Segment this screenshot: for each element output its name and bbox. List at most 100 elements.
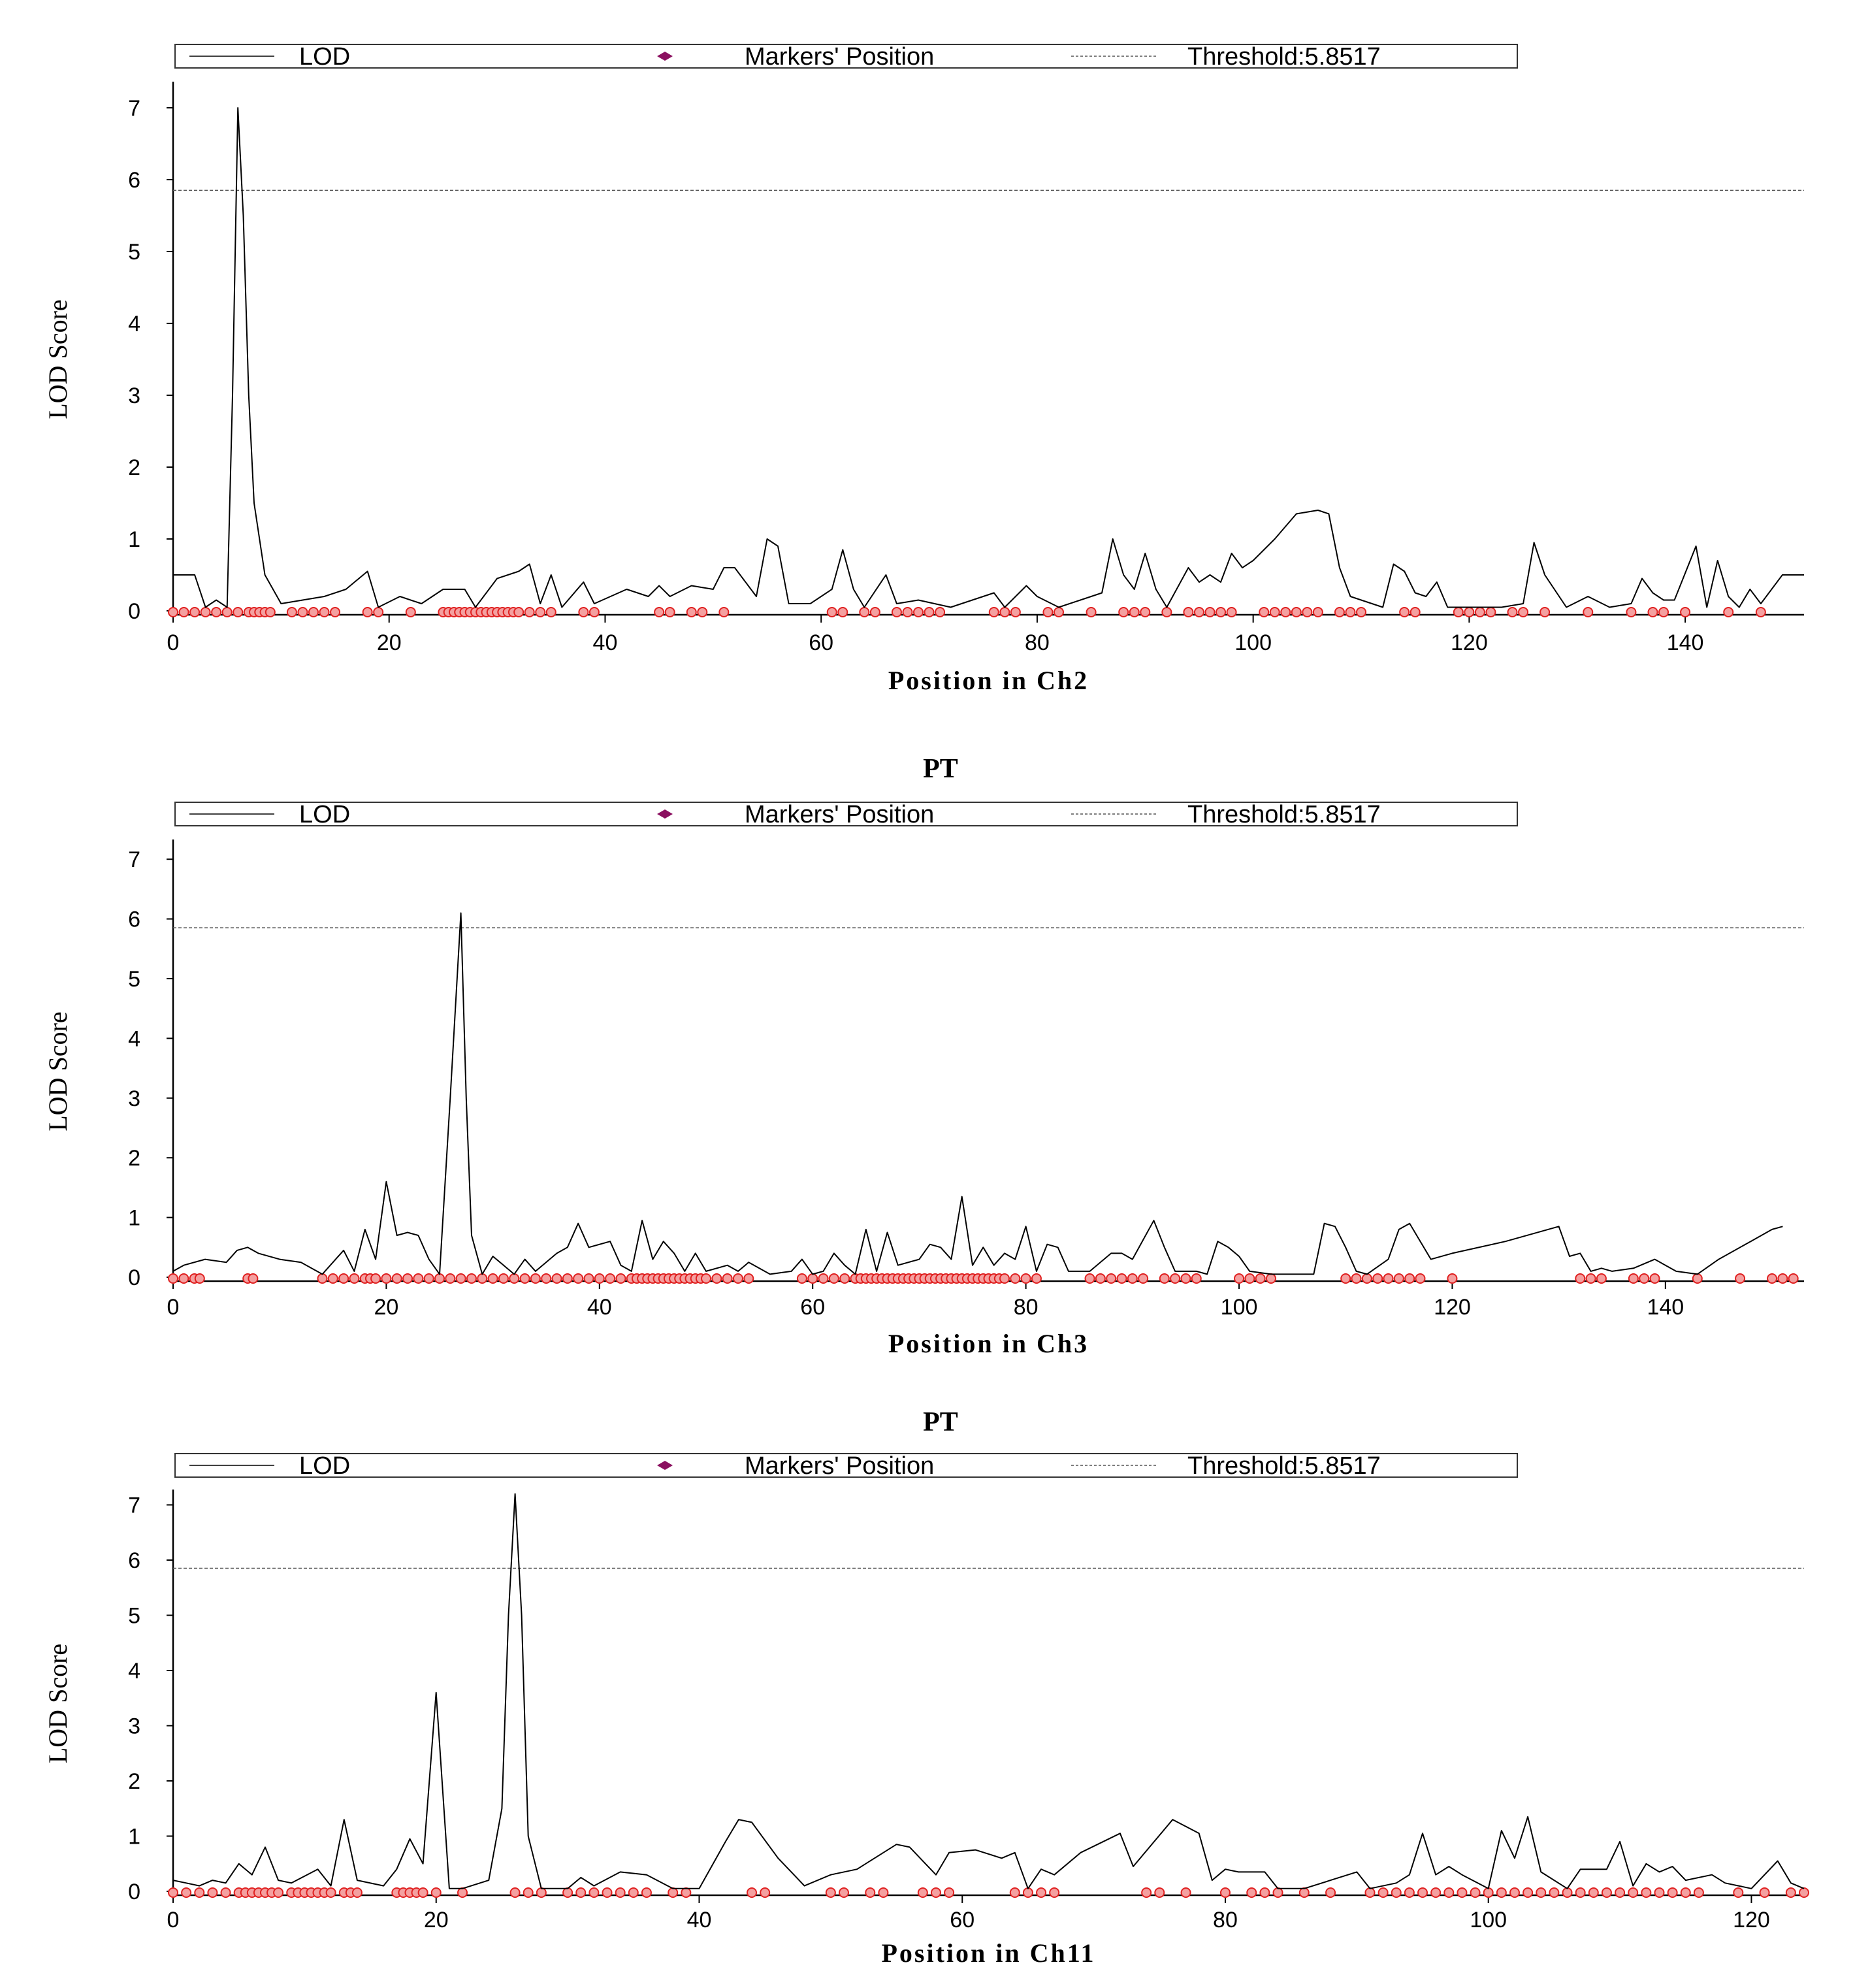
- marker-point: [1364, 1887, 1376, 1898]
- marker-point: [1649, 1273, 1660, 1284]
- marker-point: [1453, 607, 1464, 617]
- marker-point: [578, 607, 589, 617]
- marker-point: [1180, 1273, 1191, 1284]
- marker-point: [826, 607, 837, 617]
- marker-point: [1298, 1887, 1310, 1898]
- marker-point: [417, 1887, 428, 1898]
- marker-point: [524, 607, 535, 617]
- marker-point: [1053, 607, 1064, 617]
- marker-point: [878, 1887, 889, 1898]
- marker-point: [732, 1273, 743, 1284]
- marker-point: [1470, 1887, 1481, 1898]
- x-tick-label: 100: [1234, 630, 1272, 655]
- marker-point: [1399, 607, 1410, 617]
- y-tick-label: 1: [128, 527, 140, 552]
- x-tick-label: 120: [1733, 1908, 1770, 1932]
- marker-point: [796, 1273, 807, 1284]
- marker-point: [1036, 1887, 1047, 1898]
- marker-point: [297, 607, 308, 617]
- x-tick-label: 60: [809, 630, 833, 655]
- marker-point: [373, 607, 384, 617]
- marker-point: [509, 1887, 521, 1898]
- marker-point: [194, 1887, 205, 1898]
- marker-point: [828, 1273, 839, 1284]
- marker-point: [1417, 1887, 1428, 1898]
- marker-point: [1536, 1887, 1547, 1898]
- marker-point: [988, 607, 999, 617]
- marker-point: [1009, 1887, 1020, 1898]
- marker-point: [999, 1273, 1010, 1284]
- legend-marker-icon: [657, 52, 673, 61]
- marker-point: [913, 607, 924, 617]
- marker-point: [1474, 607, 1485, 617]
- x-tick-label: 60: [800, 1295, 825, 1320]
- marker-point: [935, 607, 946, 617]
- marker-point: [221, 607, 233, 617]
- y-axis-label: LOD Score: [43, 299, 73, 419]
- marker-point: [207, 1887, 218, 1898]
- marker-point: [530, 1273, 541, 1284]
- marker-point: [1788, 1273, 1799, 1284]
- marker-point: [818, 1273, 829, 1284]
- marker-point: [1615, 1887, 1626, 1898]
- y-tick-label: 3: [128, 1714, 140, 1739]
- marker-point: [535, 607, 546, 617]
- marker-point: [701, 1273, 712, 1284]
- y-tick-label: 7: [128, 847, 140, 872]
- panel-title: PT: [923, 1407, 958, 1437]
- y-tick-label: 1: [128, 1206, 140, 1231]
- panel-ch3: LOD Markers' Position Threshold:5.8517 0 1 2 3…: [43, 801, 1804, 1358]
- marker-point: [681, 1887, 692, 1898]
- marker-point: [1170, 1273, 1181, 1284]
- marker-point: [865, 1887, 876, 1898]
- legend-marker-icon: [657, 1461, 673, 1470]
- marker-point: [839, 1273, 850, 1284]
- marker-point: [1159, 1273, 1170, 1284]
- marker-point: [1216, 607, 1227, 617]
- marker-point: [1549, 1887, 1560, 1898]
- marker-point: [1404, 1887, 1415, 1898]
- marker-point: [338, 1273, 349, 1284]
- marker-point: [1351, 1273, 1362, 1284]
- y-tick-label: 1: [128, 1825, 140, 1849]
- marker-point: [1583, 607, 1594, 617]
- marker-point: [575, 1887, 587, 1898]
- marker-point: [605, 1273, 616, 1284]
- marker-point: [1692, 1273, 1703, 1284]
- marker-point: [413, 1273, 424, 1284]
- marker-point: [654, 607, 665, 617]
- marker-point: [1485, 607, 1496, 617]
- marker-point: [194, 1273, 205, 1284]
- marker-point: [477, 1273, 488, 1284]
- marker-point: [1759, 1887, 1770, 1898]
- marker-point: [317, 1273, 328, 1284]
- y-tick-label: 3: [128, 383, 140, 408]
- x-tick-label: 40: [593, 630, 618, 655]
- marker-point: [1129, 607, 1140, 617]
- marker-point: [1141, 1887, 1152, 1898]
- marker-point: [487, 1273, 498, 1284]
- marker-point: [211, 607, 222, 617]
- marker-point: [1404, 1273, 1415, 1284]
- marker-point: [1693, 1887, 1704, 1898]
- marker-point: [1244, 1273, 1255, 1284]
- marker-point: [1269, 607, 1280, 617]
- marker-point: [1127, 1273, 1138, 1284]
- marker-point: [1585, 1273, 1596, 1284]
- marker-point: [327, 1273, 338, 1284]
- marker-point: [562, 1273, 573, 1284]
- x-tick-label: 0: [167, 630, 180, 655]
- marker-point: [519, 1273, 530, 1284]
- marker-point: [181, 1887, 192, 1898]
- marker-point: [641, 1887, 652, 1898]
- marker-point: [1658, 607, 1669, 617]
- y-tick-label: 6: [128, 907, 140, 932]
- marker-point: [1523, 1887, 1534, 1898]
- y-tick-label: 4: [128, 1026, 140, 1051]
- marker-point: [1628, 1887, 1639, 1898]
- legend-lod-label: LOD: [299, 1452, 350, 1480]
- marker-point: [1334, 607, 1345, 617]
- marker-point: [509, 1273, 520, 1284]
- legend-markers-label: Markers' Position: [745, 1452, 934, 1480]
